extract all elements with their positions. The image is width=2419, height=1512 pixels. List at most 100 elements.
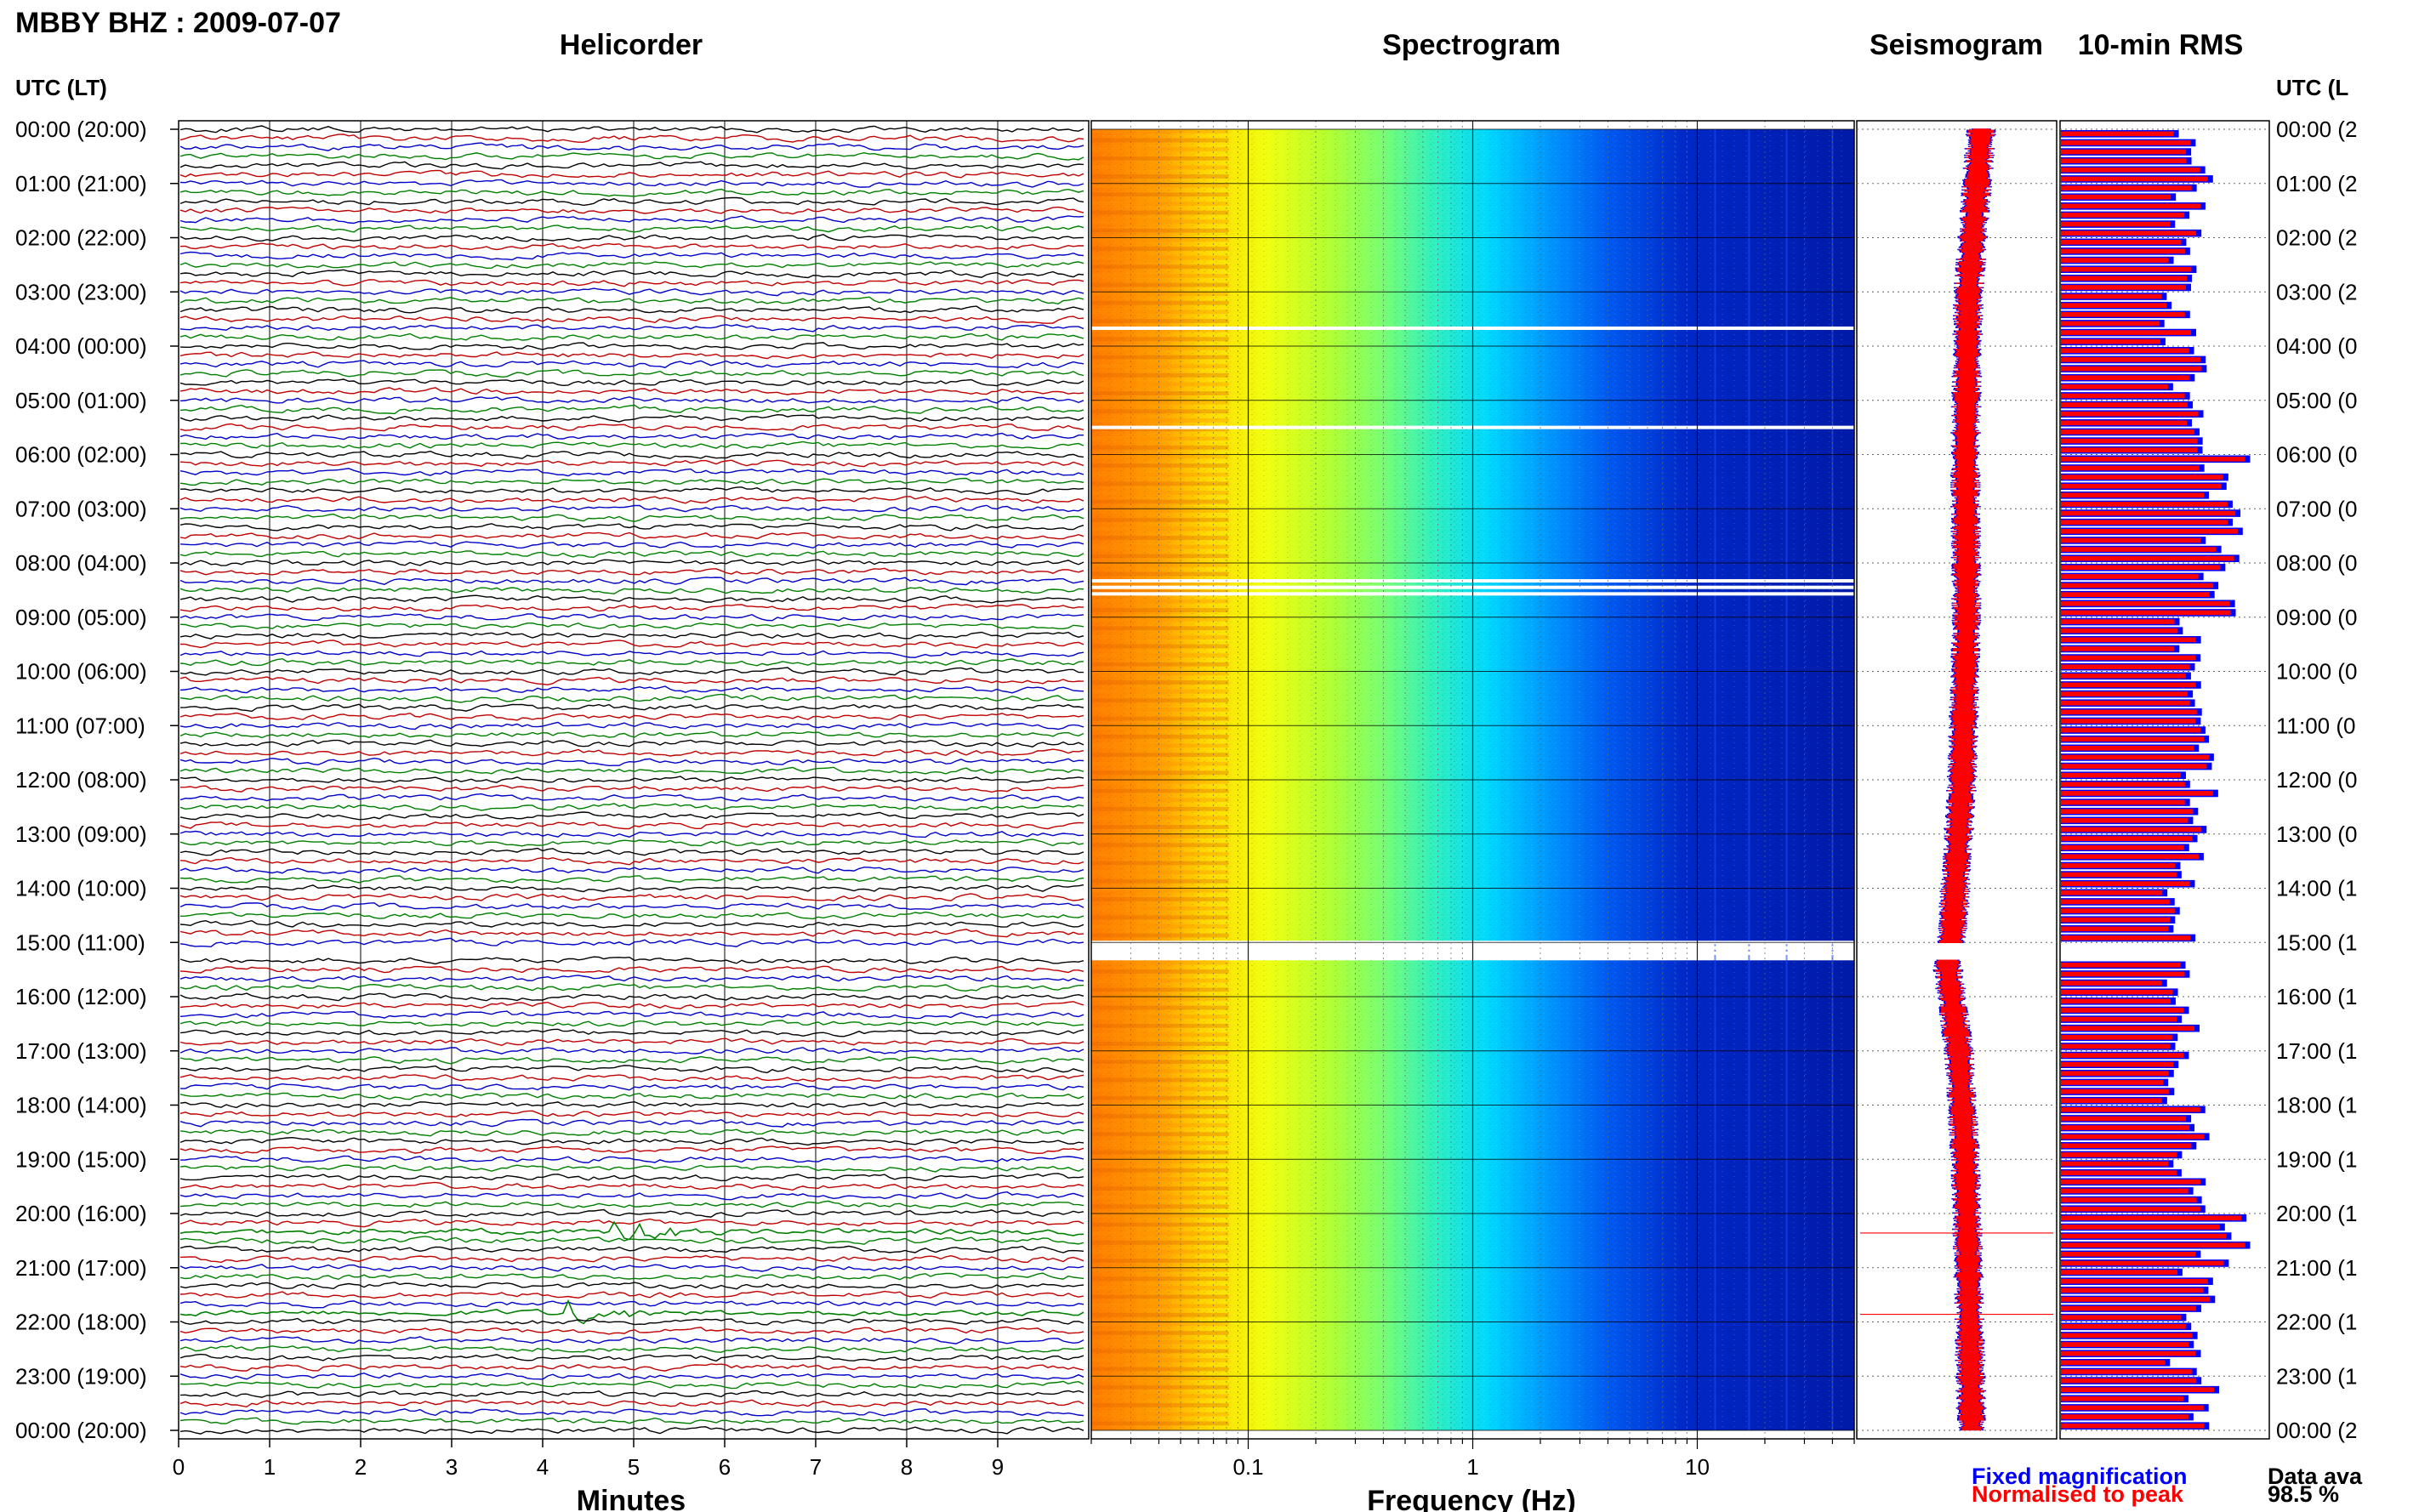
spectrogram-lowfreq-streak — [1091, 274, 1229, 278]
helicorder-trace — [179, 902, 1084, 911]
helicorder-trace — [179, 1300, 1084, 1309]
helicorder-x-tick-label: 3 — [446, 1454, 458, 1480]
helicorder-trace — [179, 1145, 1084, 1155]
helicorder-panel: 0 1 2 3 4 5 6 7 8 9 — [173, 120, 1090, 1480]
spectrogram-lowfreq-streak — [1091, 698, 1229, 703]
rms-bar-normalised — [2061, 529, 2238, 534]
row-label-right: 08:00 (0 — [2276, 550, 2357, 576]
helicorder-trace — [179, 531, 1084, 540]
helicorder-trace — [179, 983, 1084, 992]
rms-bar-normalised — [2061, 1324, 2187, 1329]
spectrogram-lowfreq-streak — [1091, 843, 1229, 848]
spectrogram-lowfreq-streak — [1091, 1394, 1229, 1399]
row-label-left: 06:00 (02:00) — [15, 442, 147, 468]
spectrogram-lowfreq-streak — [1091, 427, 1229, 432]
spectrogram-lowfreq-streak — [1091, 1186, 1229, 1191]
helicorder-trace — [179, 450, 1084, 459]
helicorder-trace — [179, 1326, 1084, 1335]
spectrogram-lowfreq-streak — [1091, 1276, 1229, 1282]
helicorder-trace — [179, 1164, 1084, 1173]
spectrogram-lowfreq-streak — [1091, 544, 1229, 549]
data-availability-label: Data ava — [2268, 1464, 2363, 1489]
row-label-right: 09:00 (0 — [2276, 605, 2357, 630]
rms-bar-normalised — [2061, 908, 2175, 913]
helicorder-trace — [179, 1191, 1084, 1201]
rms-bar-normalised — [2061, 700, 2190, 706]
spectrogram-lowfreq-streak — [1091, 1141, 1229, 1145]
rms-bar-normalised — [2061, 1008, 2184, 1013]
spectrogram-lowfreq-streak — [1091, 409, 1229, 414]
helicorder-trace — [179, 333, 1084, 341]
rms-bar-normalised — [2061, 537, 2201, 543]
spectrogram-lowfreq-streak — [1091, 491, 1229, 495]
spectrogram-lowfreq-streak — [1091, 1114, 1229, 1118]
rms-bar-normalised — [2061, 393, 2185, 399]
helicorder-trace — [179, 1074, 1084, 1083]
rms-bar-normalised — [2061, 963, 2181, 968]
helicorder-x-tick-label: 7 — [810, 1454, 822, 1480]
spectrogram-lowfreq-streak — [1091, 147, 1229, 152]
row-label-left: 16:00 (12:00) — [15, 984, 147, 1009]
helicorder-x-tick-label: 8 — [901, 1454, 913, 1480]
rms-bar-normalised — [2061, 1396, 2183, 1401]
rms-bar-normalised — [2061, 1342, 2189, 1347]
spectrogram-lowfreq-streak — [1091, 174, 1229, 179]
row-label-left: 02:00 (22:00) — [15, 225, 147, 251]
rms-bar-normalised — [2061, 330, 2191, 335]
row-label-left: 00:00 (20:00) — [15, 117, 147, 142]
helicorder-trace — [179, 821, 1084, 830]
spectrogram-lowfreq-streak — [1091, 255, 1229, 260]
spectrogram-lowfreq-streak — [1091, 617, 1229, 622]
helicorder-trace — [179, 748, 1084, 757]
rms-bar-normalised — [2061, 1405, 2204, 1411]
spectrogram-lowfreq-streak — [1091, 138, 1229, 143]
rms-bar-normalised — [2061, 429, 2195, 435]
spectrogram-lowfreq-streak — [1091, 1304, 1229, 1309]
rms-bar-normalised — [2061, 258, 2169, 263]
helicorder-trace — [179, 721, 1084, 730]
helicorder-trace — [179, 432, 1084, 441]
row-label-left: 19:00 (15:00) — [15, 1146, 147, 1172]
helicorder-trace — [179, 1181, 1084, 1191]
rms-bar-normalised — [2061, 149, 2187, 155]
rms-bar-normalised — [2061, 682, 2196, 688]
helicorder-trace — [179, 324, 1084, 333]
rms-bar-normalised — [2061, 384, 2168, 389]
row-label-right: 20:00 (1 — [2276, 1201, 2357, 1226]
spectrogram-lowfreq-streak — [1091, 816, 1229, 821]
helicorder-trace — [179, 225, 1084, 233]
spectrogram-lowfreq-streak — [1091, 1032, 1229, 1037]
rms-bar-normalised — [2061, 1179, 2201, 1185]
rms-bar-normalised — [2061, 1270, 2177, 1275]
rms-bar-normalised — [2061, 168, 2200, 173]
helicorder-trace — [179, 956, 1084, 965]
spectrogram-lowfreq-streak — [1091, 364, 1229, 369]
helicorder-trace — [179, 522, 1084, 531]
helicorder-trace — [179, 305, 1084, 314]
helicorder-trace — [179, 1020, 1084, 1027]
row-label-right: 16:00 (1 — [2276, 984, 2357, 1009]
rms-bar-normalised — [2061, 989, 2173, 995]
rms-bar-normalised — [2061, 1233, 2227, 1239]
spectrogram-lowfreq-streak — [1091, 825, 1229, 829]
rms-bar-normalised — [2061, 1360, 2166, 1366]
rms-bar-normalised — [2061, 637, 2196, 643]
spectrogram-lowfreq-streak — [1091, 1195, 1229, 1200]
rms-bar-normalised — [2061, 746, 2194, 751]
rms-bar-normalised — [2061, 230, 2197, 236]
rms-bar-normalised — [2061, 285, 2186, 290]
spectrogram-lowfreq-streak — [1091, 554, 1229, 559]
spectrogram-lowfreq-streak — [1091, 734, 1229, 739]
helicorder-trace — [179, 893, 1084, 901]
helicorder-trace — [179, 847, 1084, 856]
helicorder-x-tick-label: 6 — [719, 1454, 731, 1480]
spectrogram-lowfreq-streak — [1091, 571, 1229, 577]
helicorder-trace — [179, 441, 1084, 450]
row-label-right: 17:00 (1 — [2276, 1038, 2357, 1064]
helicorder-trace — [179, 622, 1084, 630]
spectrogram-lowfreq-streak — [1091, 852, 1229, 856]
helicorder-trace — [179, 477, 1084, 486]
helicorder-trace — [179, 676, 1084, 685]
helicorder-trace — [179, 315, 1084, 324]
spectrogram-frame — [1090, 120, 1855, 1440]
